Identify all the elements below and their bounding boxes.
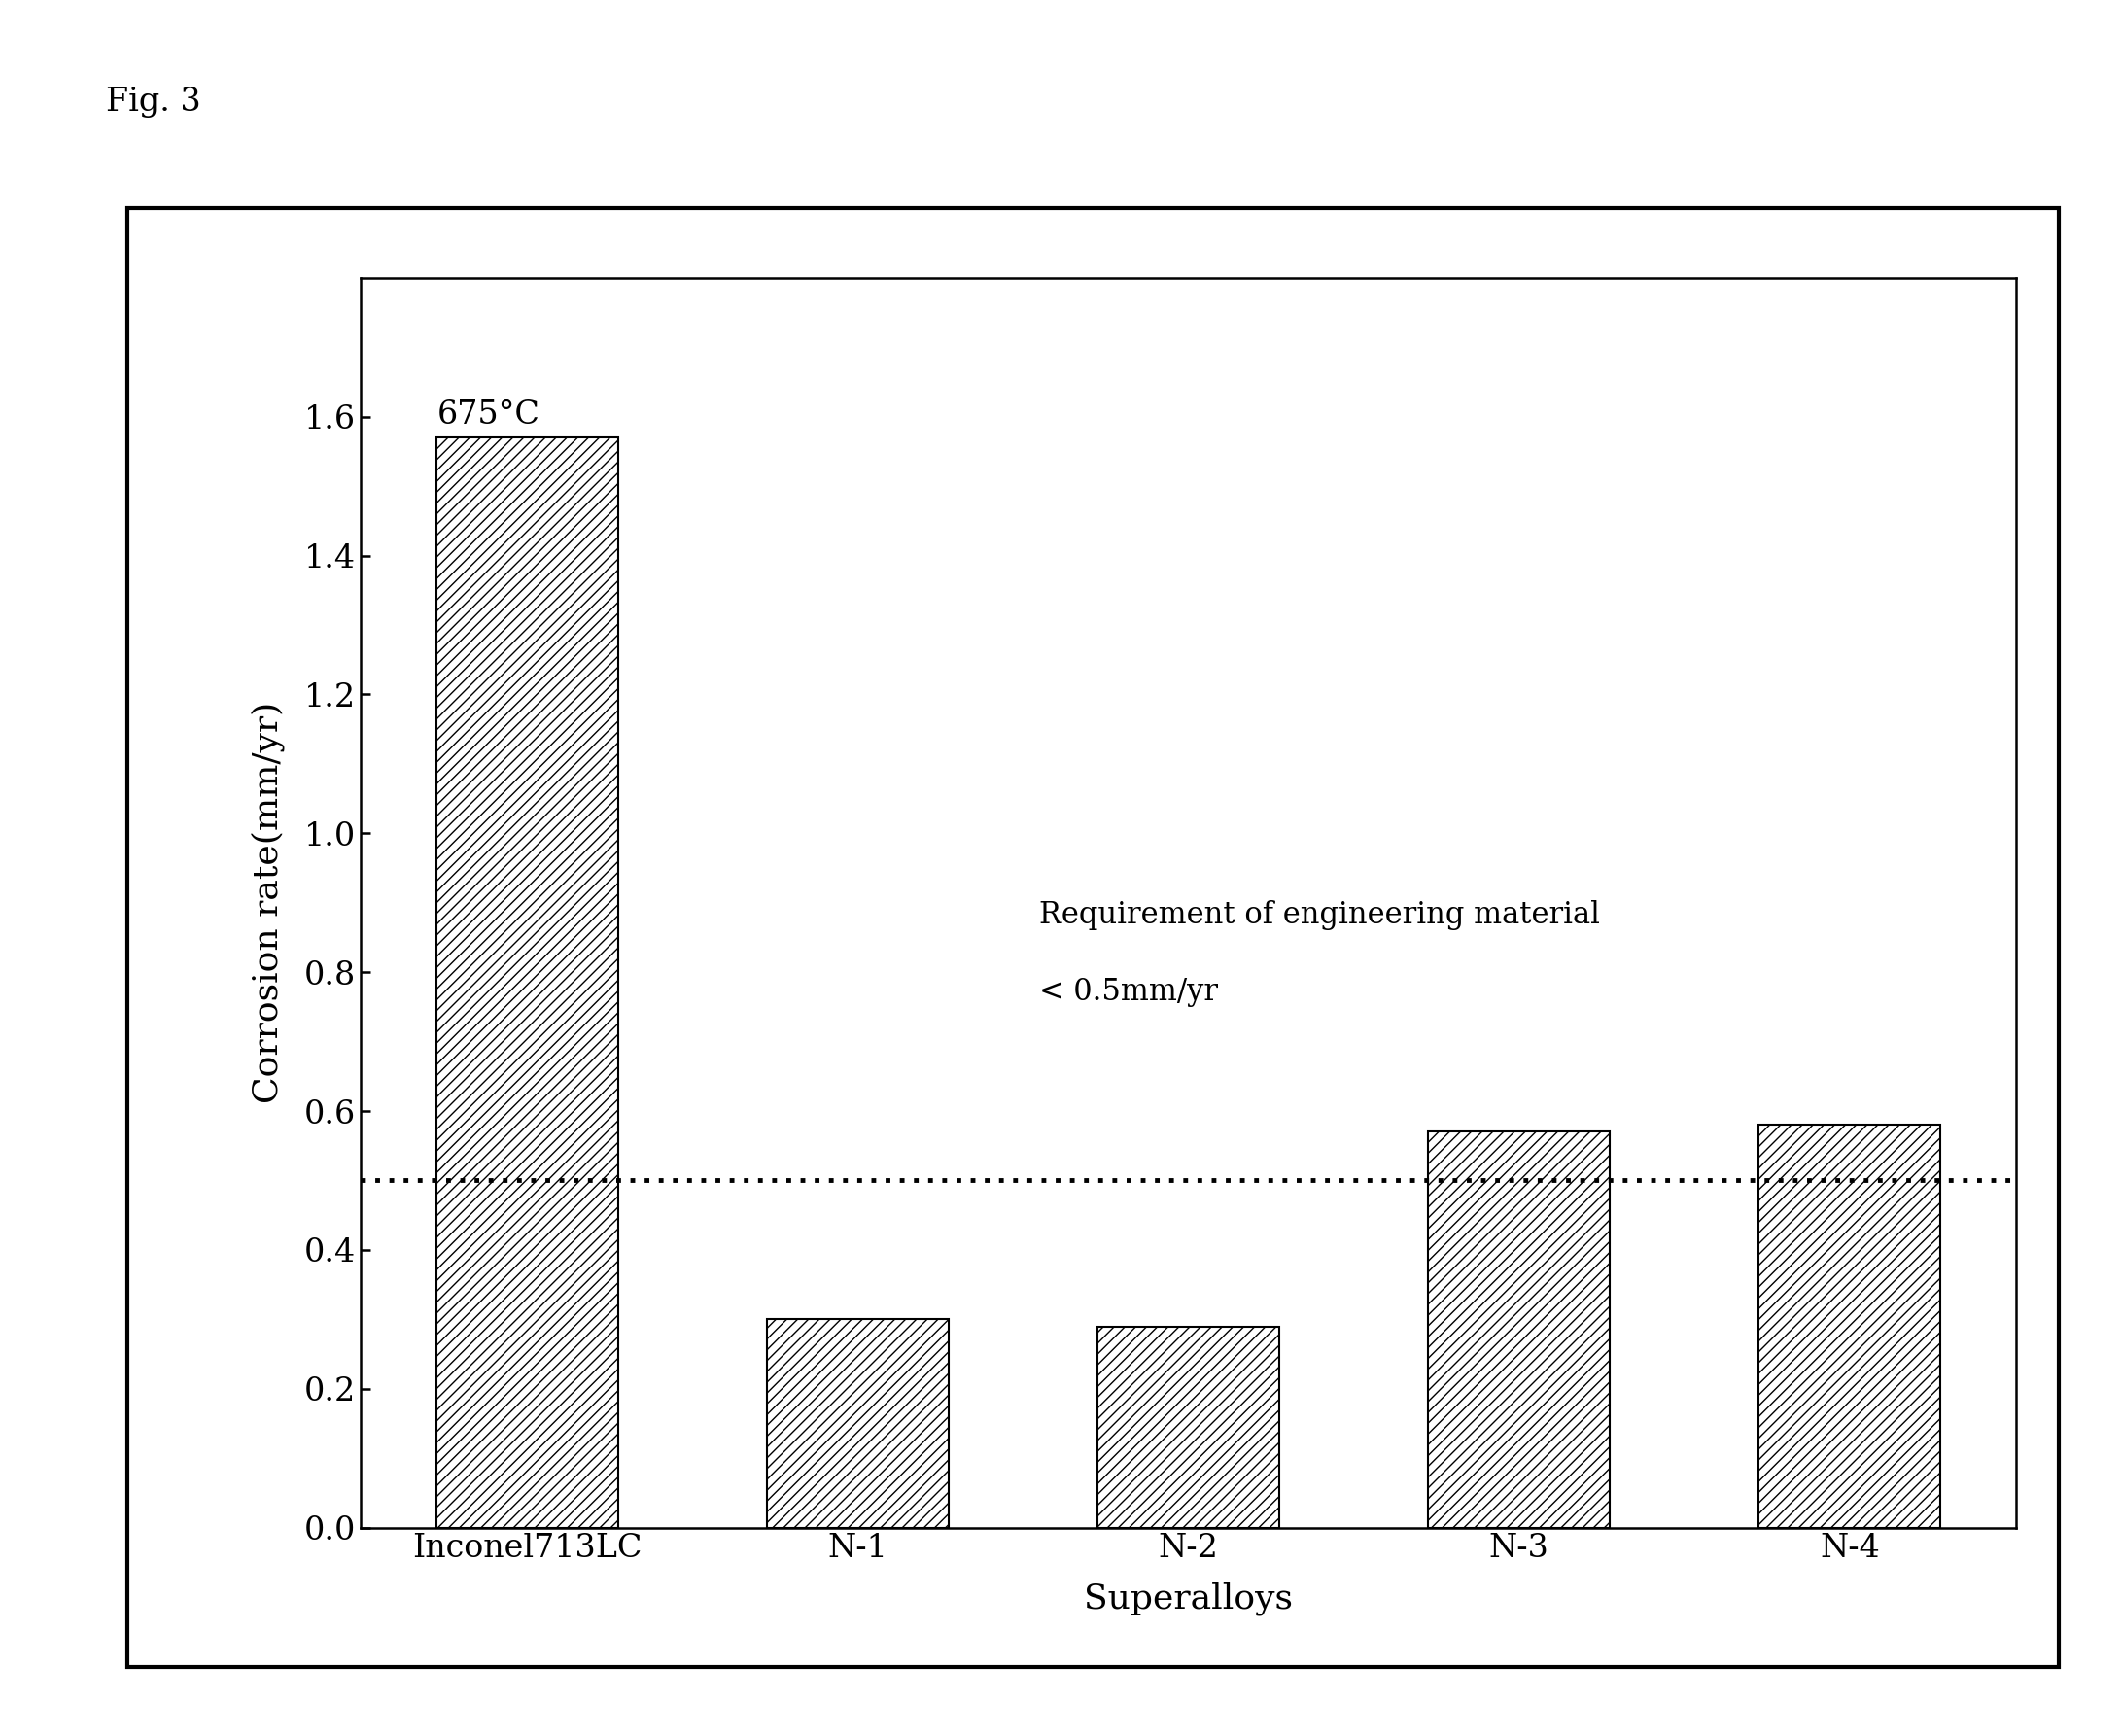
Y-axis label: Corrosion rate(mm/yr): Corrosion rate(mm/yr) (253, 701, 284, 1104)
Text: < 0.5mm/yr: < 0.5mm/yr (1040, 977, 1218, 1007)
Text: 675°C: 675°C (437, 399, 541, 431)
Text: Fig. 3: Fig. 3 (106, 87, 202, 118)
Bar (435, 437, 618, 1528)
Bar (1759, 1125, 1942, 1528)
Bar (1097, 1326, 1280, 1528)
Text: Requirement of engineering material: Requirement of engineering material (1040, 901, 1600, 930)
Bar (1428, 1132, 1611, 1528)
Bar (766, 1319, 949, 1528)
X-axis label: Superalloys: Superalloys (1084, 1583, 1292, 1616)
